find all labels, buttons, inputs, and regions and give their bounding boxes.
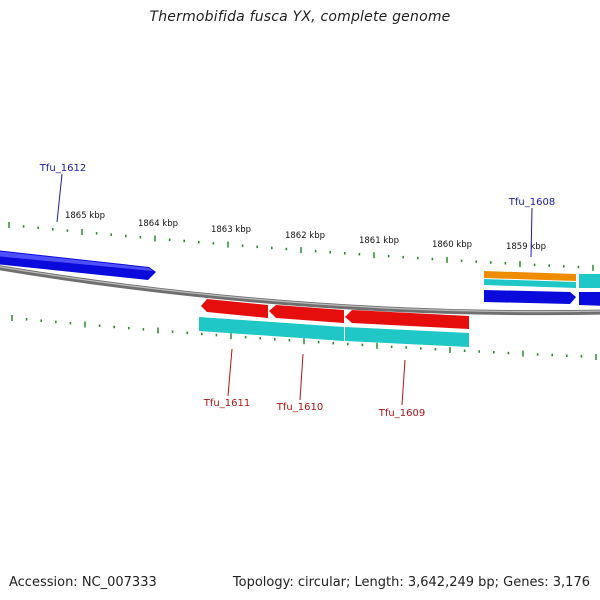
scale-label-1859: 1859 kbp	[506, 242, 546, 252]
scale-label-1863: 1863 kbp	[211, 225, 251, 235]
gene-label-tfu-1609[interactable]: Tfu_1609	[378, 408, 425, 419]
genome-summary-text: Topology: circular; Length: 3,642,249 bp…	[232, 575, 590, 590]
gene-label-tfu-1608[interactable]: Tfu_1608	[508, 197, 555, 208]
gene-label-group-tfu-1611[interactable]: Tfu_1611	[203, 348, 250, 409]
cds-block-tfu-1611-1610[interactable]	[199, 317, 344, 341]
gene-label-group-tfu-1612[interactable]: Tfu_1612	[39, 163, 86, 223]
genome-backbone	[0, 265, 600, 316]
gene-arrow-tfu-1612-shine	[0, 251, 153, 271]
cds-block-tfu-1608[interactable]	[484, 279, 576, 288]
rna-block-tfu-1608[interactable]	[484, 271, 576, 281]
scale-label-1862: 1862 kbp	[285, 231, 325, 241]
leader-line-tfu-1608	[530, 207, 533, 258]
leader-line-tfu-1612	[56, 173, 63, 223]
cds-block-tfu-1609[interactable]	[345, 327, 469, 347]
map-title: Thermobifida fusca YX, complete genome	[149, 9, 451, 25]
genome-backbone-highlight	[0, 266, 600, 313]
gene-arrow-tfu-1611[interactable]	[201, 299, 268, 318]
gene-arrow-tfu-1608[interactable]	[484, 290, 576, 304]
gene-label-group-tfu-1609[interactable]: Tfu_1609	[378, 359, 425, 419]
gene-arrow-tfu-1609[interactable]	[345, 310, 469, 329]
inner-tick-ring	[11, 315, 597, 360]
scale-label-1860: 1860 kbp	[432, 240, 472, 250]
leader-line-tfu-1610	[299, 353, 304, 401]
cds-block-next[interactable]	[579, 274, 600, 288]
gene-label-group-tfu-1610[interactable]: Tfu_1610	[276, 353, 323, 413]
gene-arrow-next[interactable]	[579, 292, 600, 306]
scale-label-1865: 1865 kbp	[65, 211, 105, 221]
leader-line-tfu-1609	[401, 359, 406, 406]
gene-label-tfu-1612[interactable]: Tfu_1612	[39, 163, 86, 174]
outer-tick-ring	[8, 222, 594, 271]
scale-labels: 1865 kbp 1864 kbp 1863 kbp 1862 kbp 1861…	[65, 211, 546, 252]
gene-arrow-tfu-1610[interactable]	[269, 305, 344, 323]
gene-label-tfu-1611[interactable]: Tfu_1611	[203, 398, 250, 409]
gene-label-group-tfu-1608[interactable]: Tfu_1608	[508, 197, 555, 258]
leader-line-tfu-1611	[227, 348, 233, 397]
accession-text: Accession: NC_007333	[9, 575, 157, 590]
scale-label-1861: 1861 kbp	[359, 236, 399, 246]
gene-label-tfu-1610[interactable]: Tfu_1610	[276, 402, 323, 413]
scale-label-1864: 1864 kbp	[138, 219, 178, 229]
